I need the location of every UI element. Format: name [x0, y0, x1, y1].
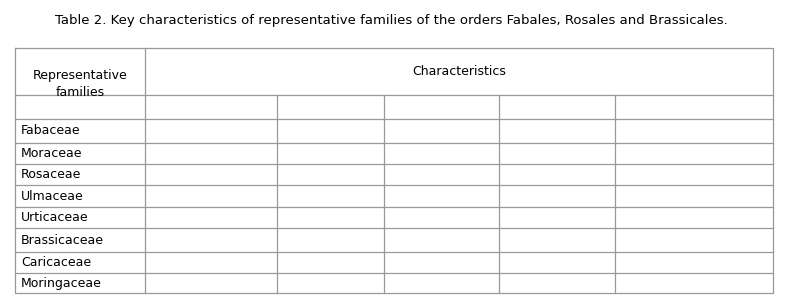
Text: Characteristics: Characteristics	[412, 65, 506, 78]
Text: Representative
families: Representative families	[32, 68, 127, 98]
Text: Table 2. Key characteristics of representative families of the orders Fabales, R: Table 2. Key characteristics of represen…	[55, 14, 728, 27]
Text: Moringaceae: Moringaceae	[21, 277, 102, 290]
Text: Ulmaceae: Ulmaceae	[21, 190, 83, 202]
Text: Moraceae: Moraceae	[21, 147, 83, 160]
Text: Caricaceae: Caricaceae	[21, 256, 91, 269]
Text: Brassicaceae: Brassicaceae	[21, 233, 104, 247]
Text: Urticaceae: Urticaceae	[21, 211, 89, 224]
Text: Fabaceae: Fabaceae	[21, 124, 80, 137]
Text: Rosaceae: Rosaceae	[21, 168, 81, 181]
